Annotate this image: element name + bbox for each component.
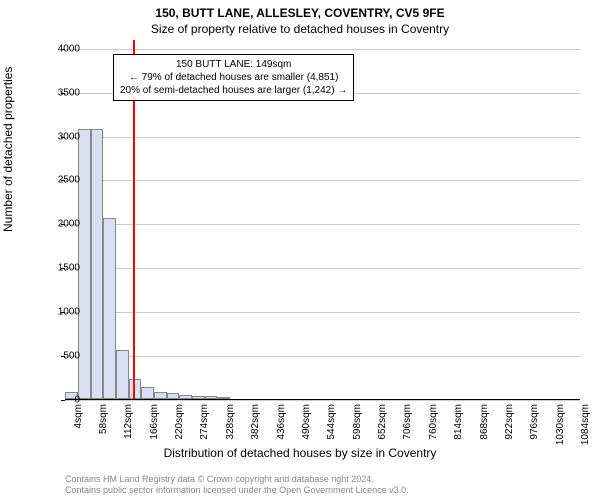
x-tick-label: 436sqm <box>276 404 287 448</box>
x-tick-label: 922sqm <box>504 404 515 448</box>
grid-line <box>65 356 580 357</box>
chart-title-sub: Size of property relative to detached ho… <box>0 22 600 36</box>
y-tick-label: 3500 <box>58 87 80 98</box>
footer-line2: Contains public sector information licen… <box>65 485 409 497</box>
x-tick-label: 652sqm <box>377 404 388 448</box>
y-tick-label: 1500 <box>58 263 80 274</box>
x-tick-label: 1030sqm <box>555 404 566 448</box>
histogram-bar <box>205 396 217 399</box>
y-tick-mark <box>61 400 65 401</box>
annotation-line2: ← 79% of detached houses are smaller (4,… <box>120 71 347 84</box>
histogram-bar <box>141 387 154 399</box>
x-axis-label: Distribution of detached houses by size … <box>0 446 600 460</box>
x-tick-label: 382sqm <box>250 404 261 448</box>
x-tick-label: 706sqm <box>402 404 413 448</box>
x-tick-label: 1084sqm <box>580 404 591 448</box>
grid-line <box>65 268 580 269</box>
histogram-bar <box>179 395 192 399</box>
x-tick-label: 166sqm <box>149 404 160 448</box>
chart-container: 150, BUTT LANE, ALLESLEY, COVENTRY, CV5 … <box>0 0 600 500</box>
x-tick-label: 814sqm <box>453 404 464 448</box>
annotation-box: 150 BUTT LANE: 149sqm← 79% of detached h… <box>113 54 354 101</box>
y-tick-label: 2000 <box>58 219 80 230</box>
x-tick-label: 976sqm <box>529 404 540 448</box>
histogram-bar <box>154 392 167 399</box>
grid-line <box>65 137 580 138</box>
y-tick-label: 4000 <box>58 43 80 54</box>
x-tick-label: 274sqm <box>199 404 210 448</box>
y-tick-label: 500 <box>63 351 80 362</box>
histogram-bar <box>217 397 230 399</box>
chart-title-main: 150, BUTT LANE, ALLESLEY, COVENTRY, CV5 … <box>0 6 600 20</box>
grid-line <box>65 400 580 401</box>
grid-line <box>65 180 580 181</box>
x-tick-label: 760sqm <box>428 404 439 448</box>
grid-line <box>65 312 580 313</box>
grid-line <box>65 49 580 50</box>
y-axis-label: Number of detached properties <box>1 67 15 232</box>
x-tick-label: 220sqm <box>174 404 185 448</box>
x-tick-label: 4sqm <box>73 404 84 448</box>
plot-area: 150 BUTT LANE: 149sqm← 79% of detached h… <box>65 40 580 400</box>
y-tick-label: 2500 <box>58 175 80 186</box>
x-tick-label: 112sqm <box>123 404 134 448</box>
x-tick-label: 598sqm <box>352 404 363 448</box>
x-tick-label: 490sqm <box>301 404 312 448</box>
x-tick-label: 544sqm <box>326 404 337 448</box>
annotation-line3: 20% of semi-detached houses are larger (… <box>120 84 347 97</box>
x-tick-label: 868sqm <box>479 404 490 448</box>
y-tick-label: 1000 <box>58 307 80 318</box>
histogram-bar <box>103 218 116 399</box>
grid-line <box>65 224 580 225</box>
histogram-bar <box>91 129 103 399</box>
histogram-bar <box>167 393 179 399</box>
x-tick-label: 328sqm <box>225 404 236 448</box>
x-tick-label: 58sqm <box>98 404 109 448</box>
histogram-bar <box>192 396 205 400</box>
footer-line1: Contains HM Land Registry data © Crown c… <box>65 474 409 486</box>
histogram-bar <box>116 350 129 399</box>
y-tick-label: 3000 <box>58 131 80 142</box>
footer-attribution: Contains HM Land Registry data © Crown c… <box>65 474 409 497</box>
annotation-line1: 150 BUTT LANE: 149sqm <box>120 58 347 71</box>
